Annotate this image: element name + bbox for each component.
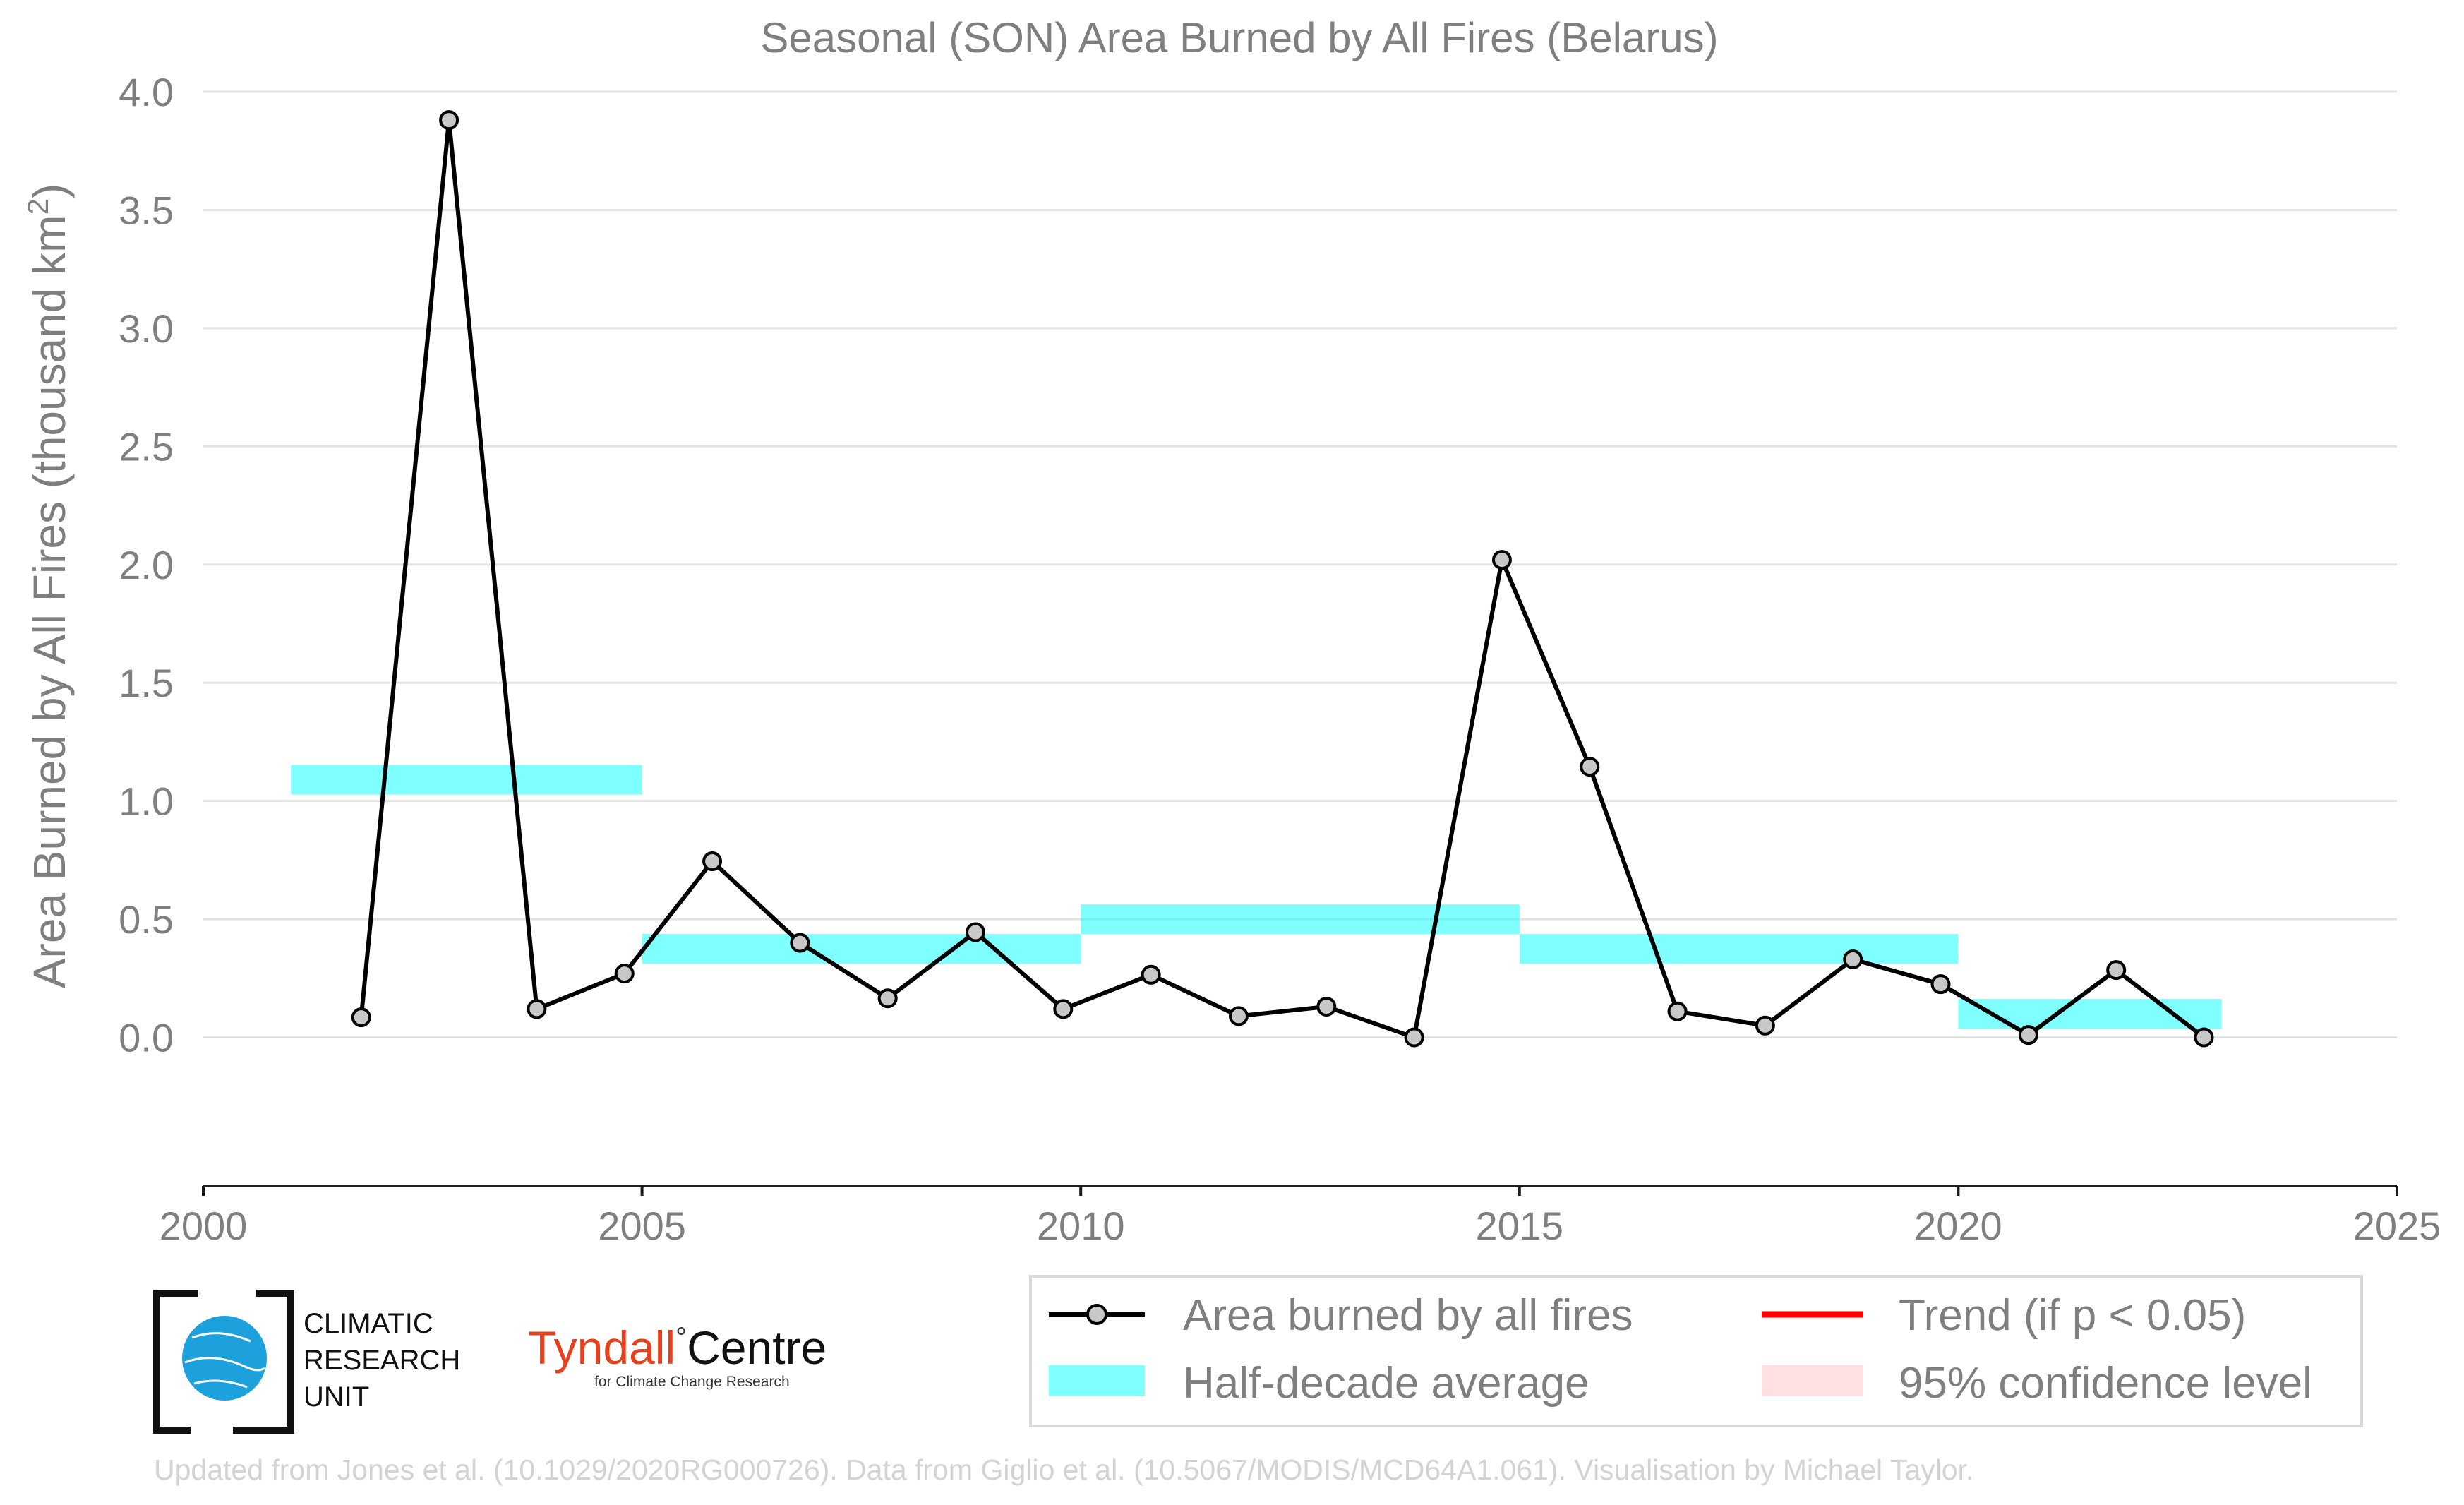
y-axis-label: Area Burned by All Fires (thousand km2)	[21, 184, 75, 988]
half-decade-band	[1958, 999, 2222, 1029]
x-tick-label: 2015	[1476, 1204, 1564, 1248]
y-tick-labels: 0.0 0.5 1.0 1.5 2.0 2.5 3.0 3.5 4.0	[119, 70, 174, 1060]
x-tick-label: 2010	[1037, 1204, 1125, 1248]
data-point	[1930, 974, 1951, 995]
legend-label-trend: Trend (if p < 0.05)	[1899, 1291, 2246, 1340]
data-point	[877, 988, 898, 1009]
tyndall-logo: Tyndall°Centre for Climate Change Resear…	[528, 1321, 827, 1390]
half-decade-bands	[291, 765, 2222, 1029]
legend-label-confidence: 95% confidence level	[1899, 1359, 2312, 1408]
x-tick-label: 2000	[160, 1204, 248, 1248]
globe-contour-3	[193, 1379, 248, 1389]
cru-line-1: CLIMATIC	[304, 1308, 433, 1339]
half-decade-band	[291, 765, 642, 795]
data-point	[966, 922, 986, 942]
data-point	[439, 110, 459, 131]
data-point	[1316, 997, 1337, 1017]
cru-line-3: UNIT	[304, 1381, 369, 1413]
data-point	[2194, 1027, 2214, 1048]
data-point	[1843, 949, 1863, 970]
cru-bracket-left	[153, 1290, 198, 1434]
data-point	[527, 999, 547, 1019]
data-point	[702, 851, 723, 872]
y-tick-label: 2.5	[119, 424, 174, 469]
legend: Area burned by all fires Trend (if p < 0…	[1029, 1275, 2363, 1427]
data-point	[1141, 964, 1161, 985]
data-point	[1755, 1015, 1775, 1036]
series-area-burned	[351, 110, 2214, 1048]
legend-marker-area-burned	[1086, 1304, 1107, 1325]
data-point	[1491, 550, 1512, 570]
data-point	[1228, 1006, 1249, 1026]
y-tick-label: 1.0	[119, 779, 174, 824]
data-point	[351, 1007, 371, 1028]
x-tick-label: 2005	[598, 1204, 686, 1248]
cru-line-2: RESEARCH	[304, 1345, 460, 1376]
cru-logo: CLIMATIC RESEARCH UNIT	[153, 1290, 460, 1434]
x-tick-label: 2020	[1914, 1204, 2002, 1248]
data-point	[1404, 1027, 1424, 1048]
globe-contour-2	[184, 1357, 265, 1372]
y-tick-label: 0.5	[119, 897, 174, 942]
half-decade-band	[1081, 904, 1520, 935]
grid-lines	[203, 90, 2397, 1039]
globe-icon	[182, 1316, 267, 1401]
globe-contour-1	[191, 1332, 251, 1343]
tyndall-wordmark: Tyndall°Centre	[528, 1321, 827, 1374]
y-tick-label: 0.0	[119, 1016, 174, 1060]
data-point	[1053, 999, 1074, 1019]
data-point	[1667, 1001, 1688, 1021]
data-point	[2106, 960, 2127, 981]
data-point	[2018, 1025, 2038, 1045]
half-decade-band	[1519, 933, 1959, 964]
legend-label-area-burned: Area burned by all fires	[1183, 1291, 1633, 1340]
y-tick-label: 3.5	[119, 188, 174, 232]
half-decade-band	[642, 933, 1081, 964]
y-tick-label: 4.0	[119, 70, 174, 114]
data-point	[1580, 757, 1600, 777]
legend-box	[1029, 1275, 2363, 1427]
legend-label-half-decade: Half-decade average	[1183, 1359, 1589, 1408]
series-line	[359, 118, 2206, 1040]
y-tick-label: 3.0	[119, 306, 174, 351]
data-point	[790, 933, 810, 953]
x-tick-label: 2025	[2353, 1204, 2441, 1248]
cru-bracket-right	[233, 1290, 294, 1434]
y-tick-label: 2.0	[119, 543, 174, 587]
chart-title: Seasonal (SON) Area Burned by All Fires …	[760, 14, 1718, 61]
y-tick-label: 1.5	[119, 661, 174, 705]
legend-swatch-half-decade	[1049, 1365, 1145, 1396]
tyndall-subtitle: for Climate Change Research	[594, 1374, 790, 1390]
x-axis: 2000 2005 2010 2015 2020 2025	[160, 1185, 2441, 1248]
data-point	[614, 964, 635, 984]
credit-line: Updated from Jones et al. (10.1029/2020R…	[154, 1453, 1973, 1486]
legend-swatch-confidence	[1762, 1365, 1863, 1396]
